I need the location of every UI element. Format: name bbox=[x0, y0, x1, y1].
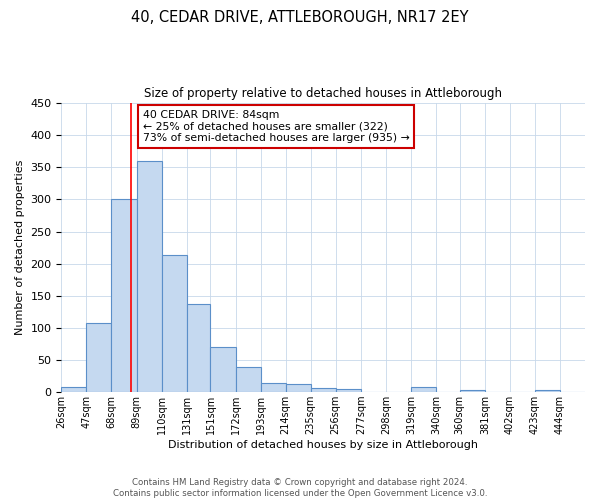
Bar bbox=[236, 367, 260, 392]
Bar bbox=[260, 383, 286, 392]
Bar bbox=[161, 256, 187, 392]
Bar bbox=[86, 323, 112, 392]
Bar bbox=[411, 387, 436, 392]
Bar bbox=[187, 304, 211, 392]
Bar bbox=[211, 347, 236, 392]
Text: Contains HM Land Registry data © Crown copyright and database right 2024.
Contai: Contains HM Land Registry data © Crown c… bbox=[113, 478, 487, 498]
Bar bbox=[112, 200, 137, 392]
Bar bbox=[61, 387, 86, 392]
Bar bbox=[311, 388, 336, 392]
X-axis label: Distribution of detached houses by size in Attleborough: Distribution of detached houses by size … bbox=[168, 440, 478, 450]
Text: 40 CEDAR DRIVE: 84sqm
← 25% of detached houses are smaller (322)
73% of semi-det: 40 CEDAR DRIVE: 84sqm ← 25% of detached … bbox=[143, 110, 409, 144]
Bar bbox=[286, 384, 311, 392]
Bar bbox=[460, 390, 485, 392]
Bar bbox=[535, 390, 560, 392]
Bar bbox=[137, 161, 161, 392]
Bar bbox=[336, 389, 361, 392]
Text: 40, CEDAR DRIVE, ATTLEBOROUGH, NR17 2EY: 40, CEDAR DRIVE, ATTLEBOROUGH, NR17 2EY bbox=[131, 10, 469, 25]
Y-axis label: Number of detached properties: Number of detached properties bbox=[15, 160, 25, 336]
Title: Size of property relative to detached houses in Attleborough: Size of property relative to detached ho… bbox=[144, 88, 502, 101]
